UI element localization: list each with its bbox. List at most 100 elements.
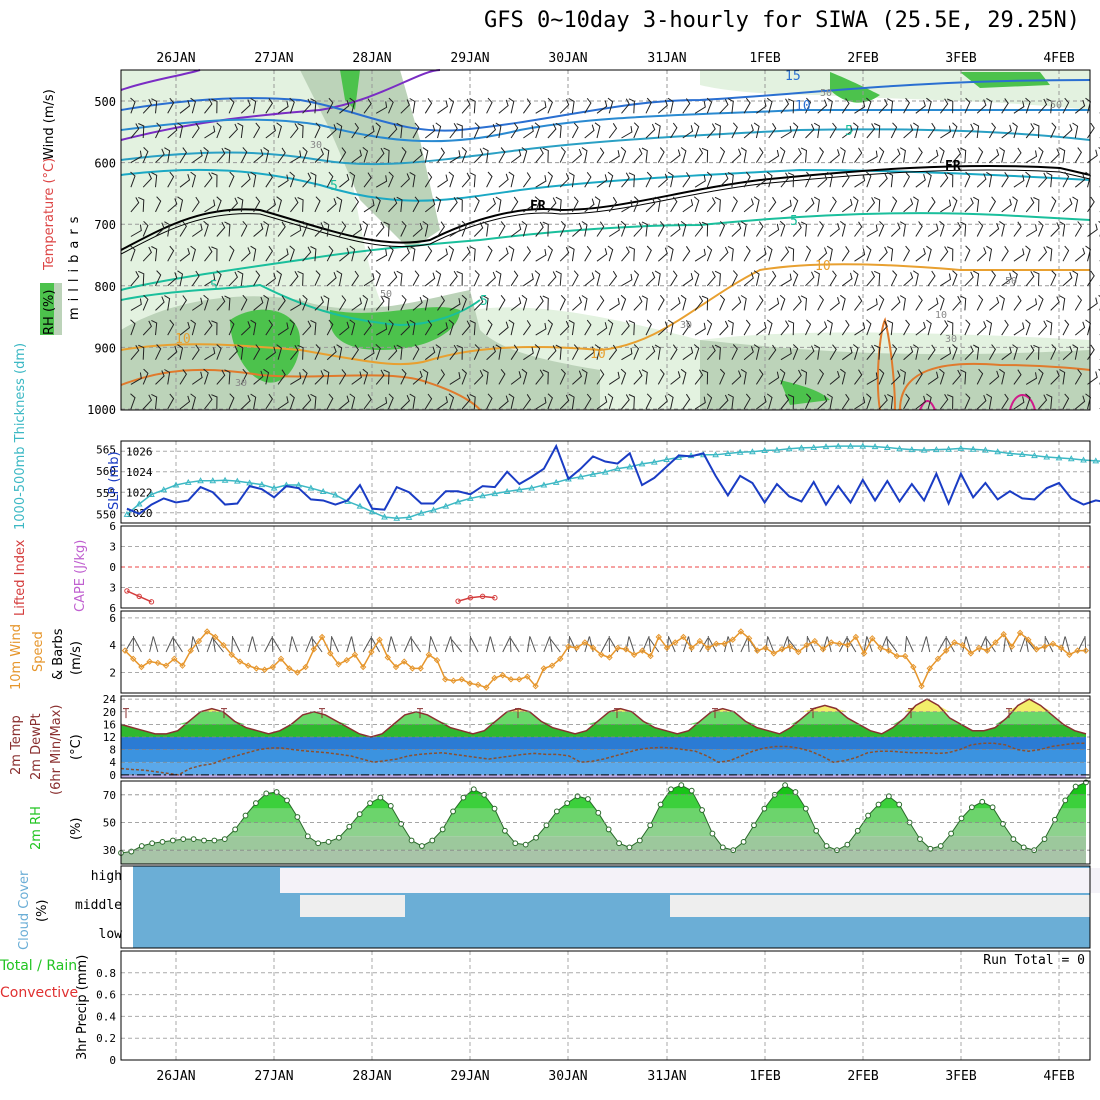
wind-barb — [351, 122, 360, 139]
lifted-index-axis-label: Lifted Index — [13, 539, 28, 616]
temp-minmax-whisker — [614, 708, 620, 719]
wind-barb — [265, 319, 274, 336]
thickness-point — [736, 448, 744, 455]
wind-barb — [155, 222, 165, 237]
wind-barb — [375, 369, 385, 385]
wind-barb — [840, 220, 846, 237]
wind-barb — [363, 172, 372, 188]
wind-barb — [412, 122, 420, 139]
wind-barb-10m — [666, 636, 670, 653]
wind-barb — [547, 197, 557, 213]
wind-barb — [559, 247, 570, 262]
wind-barb — [310, 393, 317, 410]
thickness-point — [270, 484, 278, 491]
wind-barb — [1062, 124, 1073, 139]
wind-barb — [887, 246, 894, 262]
wind-barb — [694, 295, 704, 311]
wind-barb-10m — [806, 635, 808, 653]
rh2m-point — [1051, 816, 1058, 823]
slp-tick-label: 1026 — [126, 445, 153, 458]
contour-label: 5 — [845, 124, 853, 139]
precip-tick-label: 0.8 — [96, 967, 116, 980]
wind-barb — [409, 245, 416, 262]
upper-ytick-label: 800 — [94, 280, 116, 294]
wind-speed-point — [795, 648, 802, 656]
wind-barb — [952, 122, 958, 139]
wind-barb — [621, 246, 630, 262]
wind-barb — [670, 344, 678, 360]
wind-barb — [787, 98, 795, 114]
chart-title: GFS 0~10day 3-hourly for SIWA (25.5E, 29… — [483, 8, 1080, 33]
wind-barb — [986, 393, 993, 410]
wind-barb — [495, 270, 502, 286]
wind-barb — [179, 247, 191, 262]
wind-frame — [120, 610, 1091, 694]
wind-barb — [670, 223, 681, 237]
wind-speed-point — [671, 639, 679, 646]
wind-barb — [323, 221, 330, 237]
wind-barb — [768, 123, 777, 139]
wind-barb — [388, 345, 398, 361]
wind-barb — [310, 246, 317, 262]
wind-barb — [727, 245, 734, 262]
wind-barb — [792, 344, 799, 360]
wind-barb — [535, 396, 547, 410]
wind-barb-10m — [165, 637, 174, 653]
wind-barb — [314, 344, 321, 360]
wind-speed-point — [852, 633, 860, 641]
wind-barb — [584, 198, 595, 213]
wind-barb — [947, 98, 954, 114]
rh2m-point — [751, 822, 757, 829]
wind-barb — [1050, 222, 1060, 237]
wind-barb — [756, 100, 767, 114]
wind-barb — [277, 295, 286, 311]
rh2m-point — [315, 840, 322, 847]
rh2m-point — [377, 794, 384, 801]
wind-barb — [396, 344, 403, 360]
wind-barb — [1025, 150, 1038, 164]
wind-barb — [927, 223, 939, 237]
wind-barb — [521, 294, 528, 311]
wind-barb — [383, 147, 390, 163]
wind-barb — [740, 221, 747, 237]
wind-barb — [584, 245, 592, 262]
wind-barb — [890, 270, 898, 287]
wind-barb — [482, 369, 489, 385]
wind-barb — [253, 296, 264, 311]
wind-barb — [829, 270, 837, 287]
wind-barb — [510, 344, 519, 360]
wind-barb — [1072, 196, 1079, 212]
rh2m-point — [896, 801, 903, 808]
wind-barb — [927, 270, 936, 287]
wind-barb — [228, 345, 238, 361]
wind-barb-10m — [410, 636, 413, 653]
temp-line — [120, 698, 1087, 738]
wind-speed-point — [704, 644, 712, 652]
wind-barb — [779, 147, 786, 163]
rh2m-point — [948, 830, 955, 837]
wind-barb — [866, 319, 872, 336]
wind-barb — [682, 320, 691, 336]
wind-barb — [817, 173, 828, 188]
wind-speed-point — [540, 665, 548, 672]
wind-barb — [594, 344, 601, 360]
wind-barb — [542, 221, 549, 237]
upper-ylabels: RH (%)Temperature (°C)Wind (m/s)millibar… — [40, 89, 82, 335]
rh2m-point — [408, 837, 415, 844]
wind-barb — [363, 98, 372, 114]
wind-barb — [164, 369, 171, 385]
wind-barb — [714, 344, 721, 360]
wind-barb — [829, 344, 837, 360]
wind-barb — [840, 368, 846, 385]
wind-barb — [535, 221, 544, 237]
wind-barb — [224, 295, 231, 311]
wind-barb — [854, 369, 863, 385]
li-tick-label: 3 — [109, 541, 116, 554]
upper-ytick-label: 600 — [94, 157, 116, 171]
wind-barb — [449, 372, 461, 385]
wind-barb-10m — [444, 636, 451, 653]
wind-barb — [412, 196, 420, 213]
wind-barb — [701, 221, 709, 237]
wind-barb — [237, 196, 244, 212]
date-label-bottom: 29JAN — [450, 1069, 489, 1084]
